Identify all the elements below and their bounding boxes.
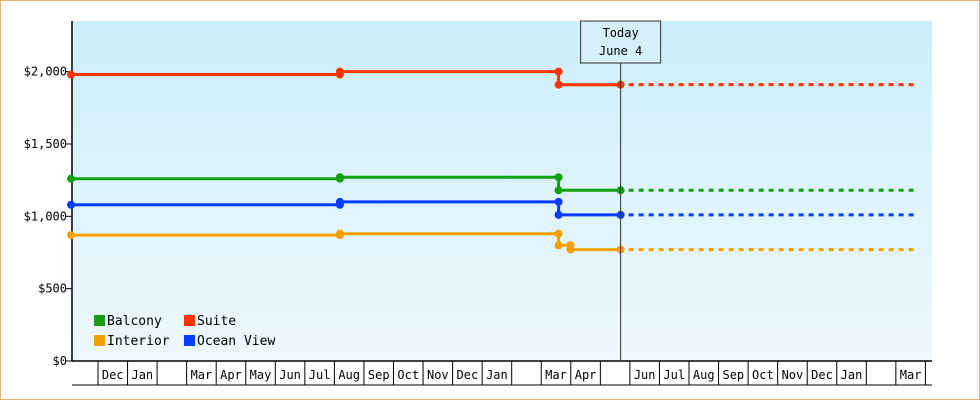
series-line-balcony bbox=[71, 175, 621, 192]
series-point[interactable] bbox=[554, 241, 563, 250]
series-point[interactable] bbox=[554, 210, 563, 219]
legend-swatch bbox=[184, 315, 195, 326]
y-tick-label: $500 bbox=[38, 282, 67, 296]
x-tick-label: Apr bbox=[575, 368, 597, 382]
chart-legend: Balcony Suite Interior Ocean View bbox=[94, 314, 275, 349]
series-point[interactable] bbox=[335, 197, 344, 206]
x-tick-label: Dec bbox=[102, 368, 124, 382]
legend-label: Balcony bbox=[107, 314, 162, 329]
x-tick-label: Nov bbox=[782, 368, 804, 382]
x-tick-label: Jul bbox=[309, 368, 331, 382]
y-tick-label: $2,000 bbox=[24, 65, 67, 79]
x-tick-label: Jan bbox=[131, 368, 153, 382]
legend-label: Suite bbox=[197, 314, 236, 329]
x-tick-label: Mar bbox=[900, 368, 922, 382]
x-tick-label: Aug bbox=[338, 368, 360, 382]
x-tick-label: Mar bbox=[545, 368, 567, 382]
today-date: June 4 bbox=[599, 44, 642, 58]
y-tick-label: $0 bbox=[53, 354, 67, 368]
x-tick-label: Oct bbox=[397, 368, 419, 382]
x-tick-label: Jun bbox=[279, 368, 301, 382]
series-line-suite bbox=[71, 70, 621, 87]
x-tick-label: Sep bbox=[722, 368, 744, 382]
series-point[interactable] bbox=[67, 70, 75, 79]
series-point[interactable] bbox=[554, 229, 563, 238]
today-callout bbox=[580, 20, 662, 64]
series-point[interactable] bbox=[335, 229, 344, 238]
x-tick-label: Nov bbox=[427, 368, 449, 382]
series-point[interactable] bbox=[67, 174, 75, 183]
x-tick-label: Sep bbox=[368, 368, 390, 382]
legend-label: Interior bbox=[107, 334, 170, 349]
y-tick-label: $1,000 bbox=[24, 209, 67, 223]
series-point[interactable] bbox=[335, 67, 344, 76]
x-tick-label: Oct bbox=[752, 368, 774, 382]
series-point[interactable] bbox=[554, 173, 563, 182]
series-point[interactable] bbox=[67, 231, 75, 240]
x-tick-label: Dec bbox=[811, 368, 833, 382]
legend-label: Ocean View bbox=[197, 334, 275, 349]
x-tick-label: Jul bbox=[663, 368, 685, 382]
series-point[interactable] bbox=[67, 200, 75, 209]
series-point[interactable] bbox=[554, 197, 563, 206]
x-tick-label: Jan bbox=[486, 368, 508, 382]
legend-swatch bbox=[94, 315, 105, 326]
legend-swatch bbox=[94, 335, 105, 346]
x-tick-label: Jan bbox=[841, 368, 863, 382]
x-tick-label: Dec bbox=[457, 368, 479, 382]
series-point[interactable] bbox=[554, 80, 563, 89]
series-line-ocean-view bbox=[71, 200, 621, 217]
x-tick-label: Apr bbox=[220, 368, 242, 382]
today-title: Today bbox=[603, 26, 639, 40]
series-point[interactable] bbox=[554, 67, 563, 76]
x-tick-label: May bbox=[250, 368, 272, 382]
x-tick-label: Mar bbox=[191, 368, 213, 382]
x-tick-label: Aug bbox=[693, 368, 715, 382]
legend-swatch bbox=[184, 335, 195, 346]
series-point[interactable] bbox=[554, 186, 563, 195]
y-tick-label: $1,500 bbox=[24, 137, 67, 151]
series-point[interactable] bbox=[566, 245, 575, 254]
series-point[interactable] bbox=[335, 173, 344, 182]
x-tick-label: Jun bbox=[634, 368, 656, 382]
